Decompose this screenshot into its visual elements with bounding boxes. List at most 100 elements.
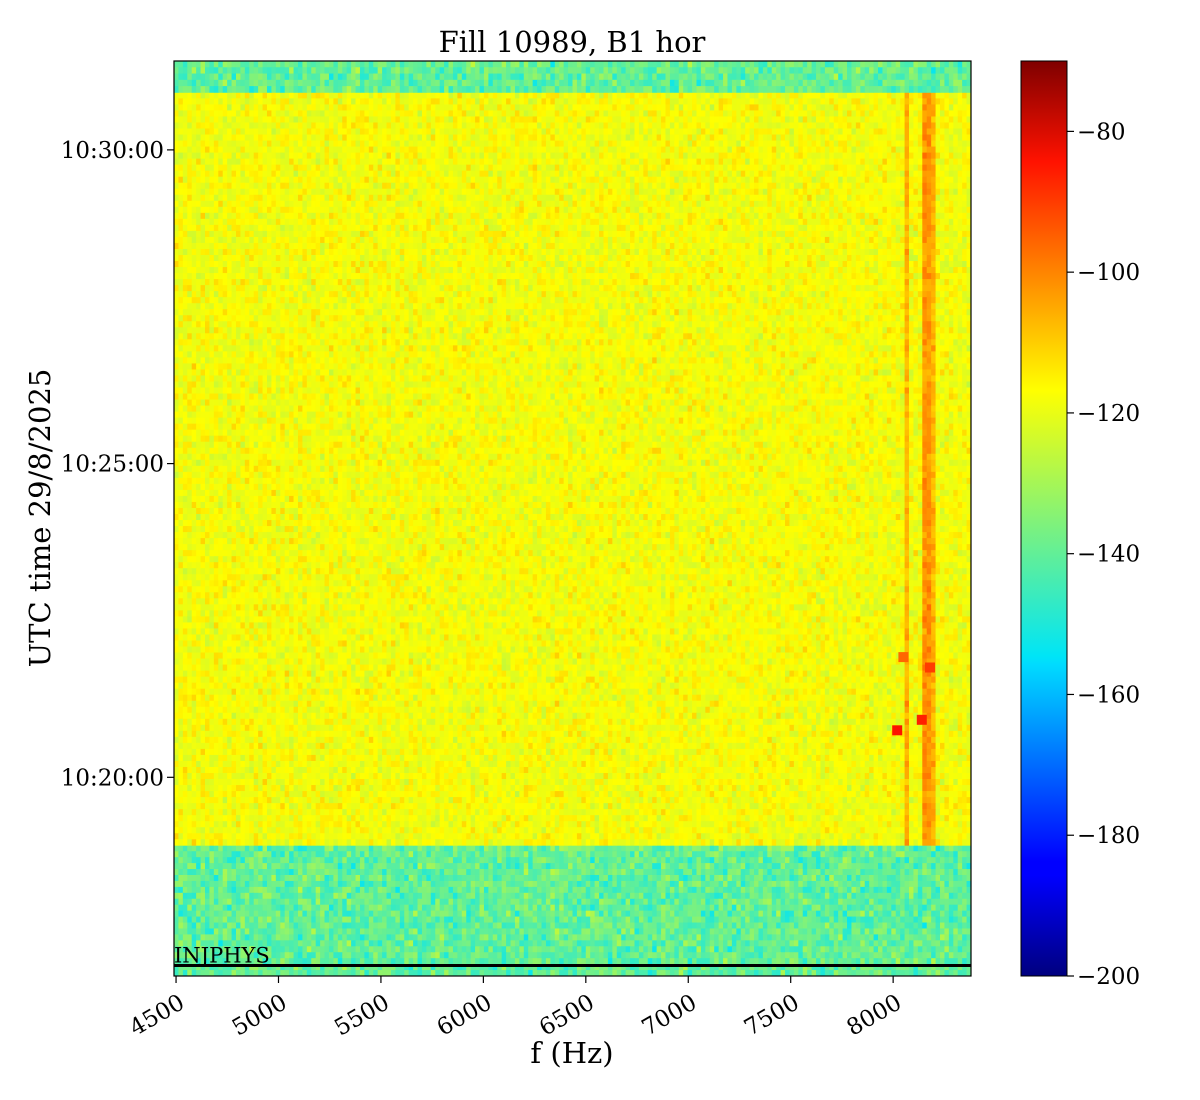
heatmap-cell [626,958,631,964]
heatmap-cell [378,881,383,887]
heatmap-cell [931,893,936,899]
heatmap-cell [519,911,524,917]
heatmap-cell [356,958,361,964]
heatmap-cell [528,92,533,98]
heatmap-cell [263,122,268,128]
heatmap-cell [249,92,254,98]
heatmap-cell [462,928,467,934]
heatmap-cell [218,869,223,875]
heatmap-cell [347,110,352,116]
heatmap-cell [192,851,197,857]
heatmap-cell [772,116,777,122]
heatmap-cell [639,905,644,911]
heatmap-cell [223,863,228,869]
heatmap-cell [245,881,250,887]
heatmap-cell [617,122,622,128]
heatmap-cell [333,122,338,128]
heatmap-cell [497,940,502,946]
heatmap-cell [466,875,471,881]
heatmap-cell [263,116,268,122]
heatmap-cell [789,881,794,887]
heatmap-cell [851,92,856,98]
heatmap-cell [750,881,755,887]
heatmap-cell [201,104,206,110]
heatmap-cell [581,881,586,887]
heatmap-cell [661,917,666,923]
heatmap-cell [918,911,923,917]
heatmap-cell [356,110,361,116]
heatmap-cell [958,851,963,857]
heatmap-cell [373,911,378,917]
heatmap-cell [178,122,183,128]
heatmap-cell [457,928,462,934]
heatmap-cell [524,98,529,104]
heatmap-cell [789,934,794,940]
heatmap-cell [276,863,281,869]
heatmap-cell [267,869,272,875]
heatmap-cell [763,857,768,863]
heatmap-cell [298,893,303,899]
heatmap-cell [710,851,715,857]
heatmap-cell [688,893,693,899]
heatmap-cell [617,887,622,893]
heatmap-cell [586,92,591,98]
heatmap-cell [232,92,237,98]
heatmap-cell [263,857,268,863]
heatmap-cell [409,887,414,893]
heatmap-cell [360,887,365,893]
heatmap-cell [201,905,206,911]
heatmap-cell [276,122,281,128]
heatmap-cell [369,92,374,98]
heatmap-cell [781,869,786,875]
heatmap-cell [542,98,547,104]
heatmap-cell [714,875,719,881]
heatmap-cell [630,899,635,905]
heatmap-cell [276,958,281,964]
heatmap-cell [754,851,759,857]
heatmap-cell [962,946,967,952]
heatmap-cell [905,946,910,952]
heatmap-cell [838,110,843,116]
heatmap-cell [794,881,799,887]
heatmap-cell [851,905,856,911]
heatmap-cell [524,851,529,857]
heatmap-cell [936,104,941,110]
heatmap-cell [772,893,777,899]
heatmap-cell [674,958,679,964]
heatmap-cell [533,940,538,946]
heatmap-cell [909,905,914,911]
heatmap-cell [803,857,808,863]
heatmap-cell [825,887,830,893]
heatmap-cell [462,857,467,863]
heatmap-cell [807,869,812,875]
heatmap-cell [502,104,507,110]
heatmap-cell [922,869,927,875]
heatmap-cell [754,875,759,881]
heatmap-cell [294,940,299,946]
heatmap-cell [696,98,701,104]
heatmap-cell [887,952,892,958]
heatmap-cell [807,952,812,958]
heatmap-cell [634,851,639,857]
heatmap-cell [209,899,214,905]
heatmap-cell [944,116,949,122]
heatmap-cell [776,851,781,857]
heatmap-cell [962,911,967,917]
heatmap-cell [280,928,285,934]
heatmap-cell [475,946,480,952]
heatmap-cell [178,917,183,923]
heatmap-cell [333,110,338,116]
heatmap-cell [612,122,617,128]
heatmap-cell [506,958,511,964]
heatmap-cell [382,881,387,887]
heatmap-cell [741,863,746,869]
heatmap-cell [577,923,582,929]
heatmap-cell [727,92,732,98]
heatmap-cell [900,911,905,917]
heatmap-cell [590,958,595,964]
heatmap-cell [227,923,232,929]
heatmap-cell [732,875,737,881]
heatmap-cell [289,92,294,98]
heatmap-cell [670,946,675,952]
heatmap-cell [506,946,511,952]
